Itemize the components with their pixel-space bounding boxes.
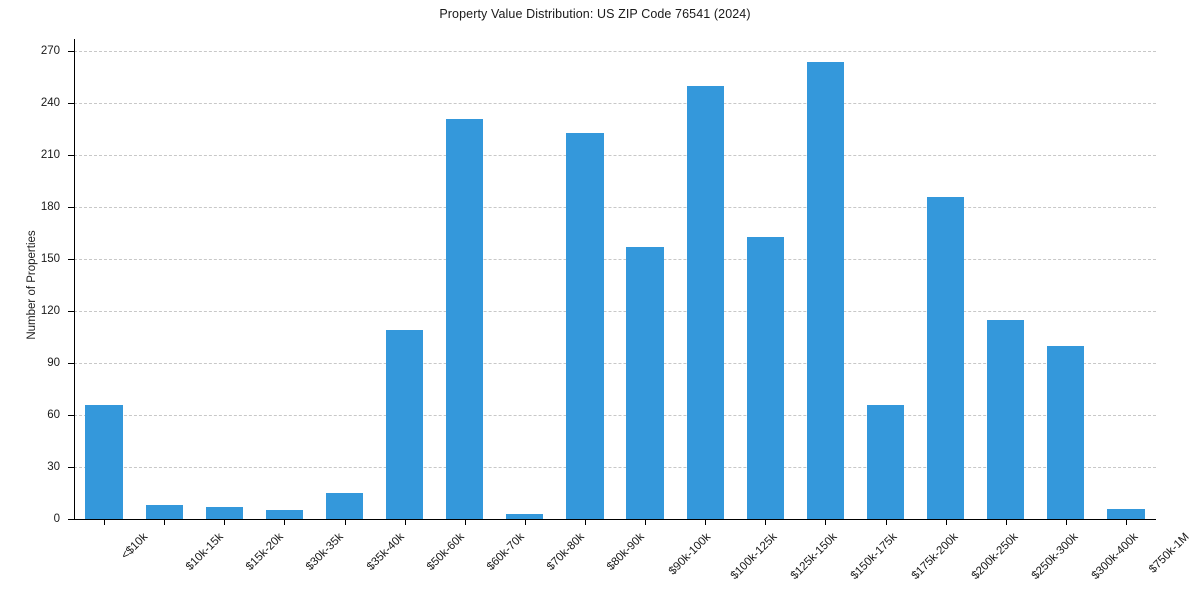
x-tick-mark	[164, 519, 166, 525]
x-tick-label: $90k-100k	[666, 531, 714, 578]
x-tick-mark	[825, 519, 827, 525]
x-tick-mark	[1125, 519, 1127, 525]
x-tick-label: $250k-300k	[1029, 531, 1081, 582]
x-tick-label: $750k-1M	[1146, 531, 1190, 576]
bar	[385, 330, 424, 519]
y-tick-mark	[68, 207, 74, 209]
x-tick-label: $80k-90k	[604, 531, 647, 573]
y-tick-mark	[68, 363, 74, 365]
bar	[506, 513, 544, 519]
x-tick-label: $10k-15k	[184, 531, 226, 573]
x-tick-mark	[344, 519, 346, 525]
x-tick-label: $15k-20k	[244, 531, 287, 573]
y-tick-mark	[68, 415, 74, 417]
x-tick-mark	[284, 519, 286, 525]
y-tick-label: 60	[47, 409, 60, 422]
x-tick-label: $100k-125k	[728, 531, 780, 582]
bar	[145, 505, 183, 519]
y-tick-label: 270	[40, 45, 60, 58]
y-tick-label: 240	[40, 97, 60, 110]
bar	[566, 132, 604, 519]
x-tick-label: $200k-250k	[969, 531, 1021, 582]
y-tick-mark	[68, 51, 74, 53]
x-tick-label: $175k-200k	[909, 531, 961, 582]
x-tick-label: $50k-60k	[424, 531, 467, 573]
x-tick-label: $60k-70k	[484, 531, 527, 573]
x-tick-mark	[464, 519, 466, 525]
bar	[265, 510, 304, 519]
bar	[866, 404, 905, 519]
x-tick-label: <$10k	[119, 531, 151, 562]
x-tick-label: $300k-400k	[1089, 531, 1141, 582]
bar	[686, 85, 724, 519]
bar	[85, 404, 123, 519]
x-tick-mark	[705, 519, 707, 525]
x-tick-mark	[1005, 519, 1007, 525]
y-tick-label: 120	[40, 305, 60, 318]
y-tick-mark	[68, 259, 74, 261]
y-axis-line	[74, 39, 75, 519]
x-tick-mark	[1065, 519, 1067, 525]
x-tick-mark	[404, 519, 406, 525]
y-tick-mark	[68, 155, 74, 157]
chart-title: Property Value Distribution: US ZIP Code…	[439, 7, 751, 21]
gridline	[74, 259, 1156, 261]
bar	[746, 236, 784, 519]
bar	[1107, 508, 1145, 519]
x-tick-label: $70k-80k	[544, 531, 587, 573]
bar	[446, 118, 484, 519]
x-tick-mark	[584, 519, 586, 525]
bar	[806, 61, 845, 519]
y-tick-label: 180	[40, 201, 60, 214]
x-tick-mark	[645, 519, 647, 525]
x-tick-mark	[945, 519, 947, 525]
x-tick-mark	[765, 519, 767, 525]
bar	[325, 493, 364, 519]
y-tick-mark	[68, 103, 74, 105]
y-tick-label: 90	[47, 357, 60, 370]
y-tick-label: 210	[40, 149, 60, 162]
y-tick-mark	[68, 467, 74, 468]
y-tick-label: 150	[40, 253, 60, 266]
y-tick-label: 0	[53, 513, 60, 525]
bar	[205, 506, 243, 519]
x-axis-line	[74, 519, 1156, 520]
bar	[1047, 345, 1085, 519]
plot-area	[74, 39, 1156, 519]
bar	[626, 246, 664, 519]
gridline	[74, 155, 1156, 157]
y-axis-label: Number of Properties	[26, 230, 38, 340]
gridline	[74, 103, 1156, 105]
gridline	[74, 207, 1156, 209]
bar	[987, 319, 1025, 519]
y-tick-mark	[68, 311, 74, 313]
y-tick-label: 30	[47, 461, 60, 473]
bar	[926, 196, 965, 519]
y-tick-mark	[68, 519, 74, 520]
x-tick-mark	[104, 519, 106, 525]
x-tick-mark	[524, 519, 526, 525]
x-tick-mark	[224, 519, 226, 525]
gridline	[74, 311, 1156, 313]
gridline	[74, 51, 1156, 53]
x-tick-label: $35k-40k	[364, 531, 407, 573]
x-tick-mark	[885, 519, 887, 525]
x-tick-label: $30k-35k	[304, 531, 347, 573]
x-tick-label: $125k-150k	[788, 531, 840, 582]
x-tick-label: $150k-175k	[848, 531, 900, 582]
